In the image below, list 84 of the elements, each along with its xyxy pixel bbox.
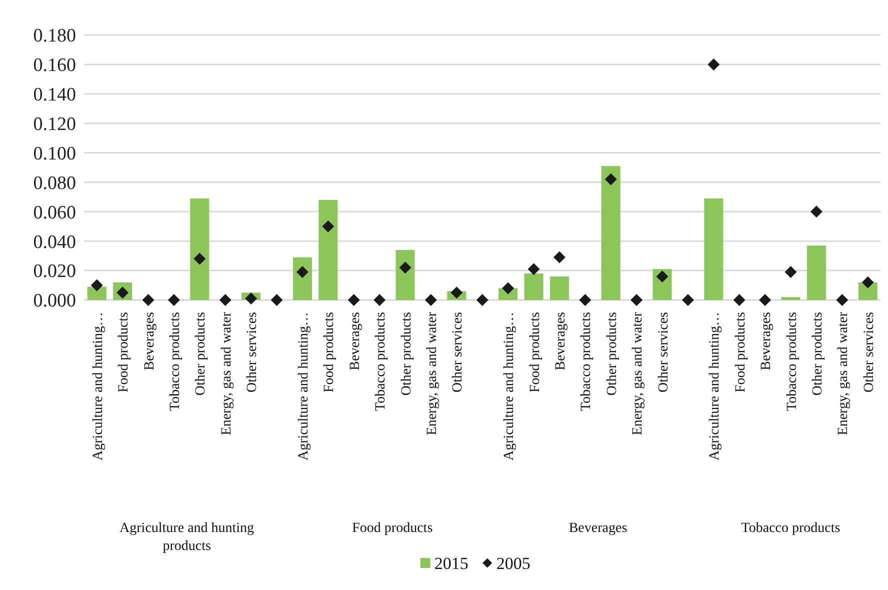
point <box>374 294 386 306</box>
x-tick-label: Food products <box>116 312 132 392</box>
bar <box>87 286 106 300</box>
x-tick-label: Other products <box>399 312 414 396</box>
point <box>168 294 180 306</box>
bar <box>781 297 800 300</box>
x-tick-label: Other services <box>862 312 877 392</box>
x-tick-label: Energy, gas and water <box>836 312 852 436</box>
x-tick-label: Energy, gas and water <box>219 312 234 436</box>
x-tick-label: Tobacco products <box>374 312 389 411</box>
bar <box>524 274 544 300</box>
x-tick-label: Food products <box>322 312 338 392</box>
point <box>630 294 643 306</box>
point <box>90 279 103 292</box>
y-tick-label: 0.160 <box>33 55 76 76</box>
x-tick-label: Agriculture and hunting… <box>502 312 518 461</box>
point <box>322 220 334 232</box>
y-tick-label: 0.140 <box>33 84 76 106</box>
x-tick-label: Other services <box>245 312 260 392</box>
y-tick-label: 0.060 <box>33 202 76 224</box>
point <box>759 294 772 306</box>
bar <box>292 257 312 300</box>
point <box>553 251 566 264</box>
x-tick-label: Beverages <box>348 312 363 370</box>
point <box>270 294 283 306</box>
bar <box>601 166 620 300</box>
x-tick-label: Food products <box>528 312 543 392</box>
x-tick-label: Agriculture and hunting… <box>90 312 106 461</box>
x-tick-label: Agriculture and hunting… <box>296 312 312 461</box>
x-tick-label: Tobacco products <box>168 312 183 411</box>
y-tick-label: 0.080 <box>33 172 76 194</box>
point <box>348 294 360 306</box>
point <box>862 276 874 288</box>
text: Agriculture and hunting products <box>120 521 254 554</box>
bar <box>318 200 338 300</box>
point <box>810 206 822 218</box>
x-tick-label: Tobacco products <box>784 312 800 411</box>
legend-label: 2005 <box>496 554 530 573</box>
x-tick-label: Other products <box>194 312 209 396</box>
x-tick-label: Energy, gas and water <box>424 312 440 436</box>
x-tick-label: Food products <box>733 312 748 392</box>
bar <box>190 198 210 300</box>
text: Food products <box>352 521 433 536</box>
point <box>733 294 746 306</box>
point <box>682 294 694 306</box>
point <box>528 263 540 276</box>
point <box>142 294 154 306</box>
x-tick-label: Agriculture and hunting… <box>708 312 723 461</box>
point <box>656 270 668 282</box>
legend-label: 2015 <box>434 554 468 573</box>
bar <box>550 276 569 300</box>
bar <box>396 250 415 300</box>
x-tick-label: Beverages <box>142 312 158 370</box>
text: Tobacco products <box>741 521 840 536</box>
x-tick-label: Tobacco products <box>579 312 594 411</box>
point <box>579 294 592 306</box>
point <box>219 294 232 306</box>
x-tick-label: Other services <box>656 312 672 392</box>
y-tick-label: 0.180 <box>33 26 76 47</box>
y-tick-label: 0.020 <box>33 261 76 282</box>
x-tick-label: Other products <box>604 312 620 396</box>
bar <box>806 246 826 300</box>
point <box>245 292 258 305</box>
x-tick-label: Other products <box>810 312 826 396</box>
y-tick-label: 0.040 <box>33 232 76 253</box>
point <box>784 266 797 278</box>
point <box>399 262 412 274</box>
text: Beverages <box>568 521 628 536</box>
y-tick-label: 0.100 <box>33 143 76 164</box>
x-tick-label: Beverages <box>553 312 568 370</box>
point <box>476 294 488 306</box>
point <box>604 173 617 186</box>
point <box>194 252 206 265</box>
bar <box>704 198 724 300</box>
point <box>450 286 463 299</box>
point <box>708 58 720 70</box>
point <box>424 294 437 306</box>
x-tick-label: Energy, gas and water <box>630 312 646 436</box>
x-tick-label: Other services <box>450 312 466 392</box>
y-tick-label: 0.120 <box>33 114 76 135</box>
y-tick-label: 0.000 <box>33 290 76 312</box>
point <box>836 294 848 306</box>
x-tick-label: Beverages <box>759 312 774 370</box>
point <box>502 282 514 294</box>
